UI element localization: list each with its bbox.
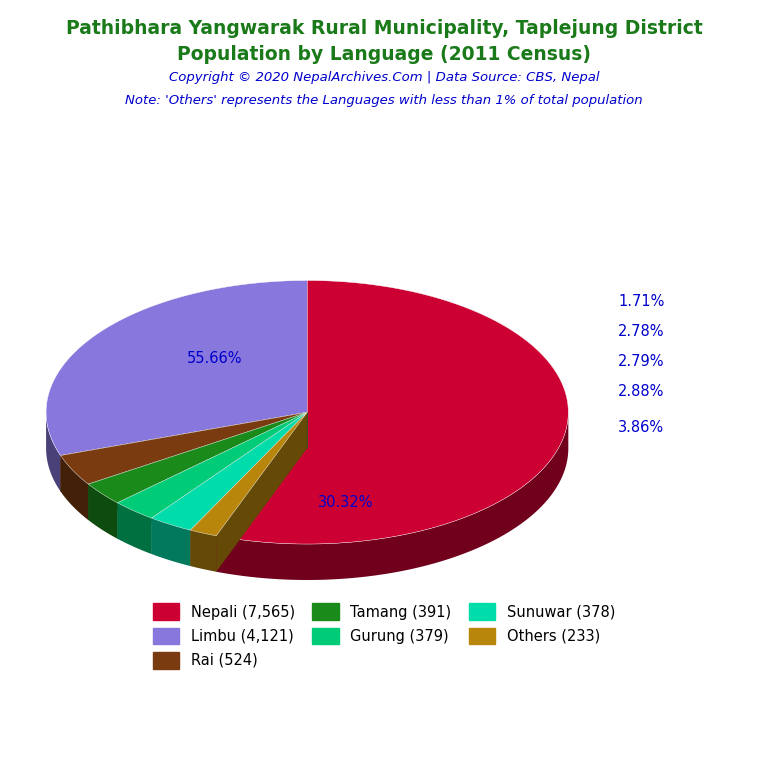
Polygon shape: [217, 414, 568, 580]
Text: Pathibhara Yangwarak Rural Municipality, Taplejung District: Pathibhara Yangwarak Rural Municipality,…: [65, 19, 703, 38]
Polygon shape: [118, 412, 307, 538]
Polygon shape: [118, 412, 307, 518]
Polygon shape: [88, 484, 118, 538]
Polygon shape: [118, 412, 307, 538]
Text: 2.88%: 2.88%: [618, 384, 664, 399]
Polygon shape: [151, 412, 307, 554]
Polygon shape: [61, 412, 307, 492]
Polygon shape: [217, 412, 307, 571]
Polygon shape: [46, 413, 61, 492]
Polygon shape: [88, 412, 307, 520]
Polygon shape: [190, 412, 307, 566]
Polygon shape: [151, 412, 307, 554]
Legend: Nepali (7,565), Limbu (4,121), Rai (524), Tamang (391), Gurung (379), Sunuwar (3: Nepali (7,565), Limbu (4,121), Rai (524)…: [153, 604, 615, 669]
Polygon shape: [190, 412, 307, 536]
Text: Population by Language (2011 Census): Population by Language (2011 Census): [177, 45, 591, 64]
Text: 2.78%: 2.78%: [618, 324, 665, 339]
Text: Note: 'Others' represents the Languages with less than 1% of total population: Note: 'Others' represents the Languages …: [125, 94, 643, 107]
Text: 2.79%: 2.79%: [618, 354, 665, 369]
Polygon shape: [151, 518, 190, 566]
Polygon shape: [88, 412, 307, 503]
Polygon shape: [61, 455, 88, 520]
Text: 3.86%: 3.86%: [618, 420, 664, 435]
Polygon shape: [46, 280, 307, 455]
Polygon shape: [118, 503, 151, 554]
Text: 55.66%: 55.66%: [187, 351, 243, 366]
Polygon shape: [190, 412, 307, 566]
Polygon shape: [190, 530, 217, 571]
Text: Copyright © 2020 NepalArchives.Com | Data Source: CBS, Nepal: Copyright © 2020 NepalArchives.Com | Dat…: [169, 71, 599, 84]
Polygon shape: [151, 412, 307, 530]
Text: 1.71%: 1.71%: [618, 294, 664, 309]
Text: 30.32%: 30.32%: [318, 495, 373, 510]
Polygon shape: [217, 280, 568, 544]
Polygon shape: [217, 412, 307, 571]
Polygon shape: [61, 412, 307, 484]
Polygon shape: [61, 412, 307, 492]
Polygon shape: [88, 412, 307, 520]
